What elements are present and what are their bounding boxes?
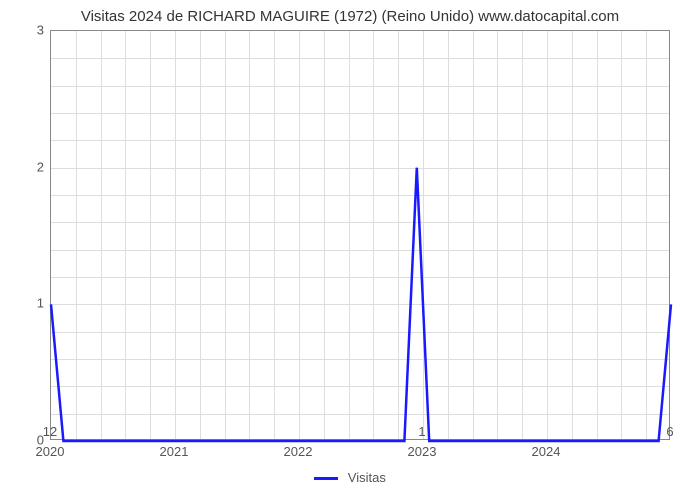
plot-area xyxy=(50,30,670,440)
x-tick-label: 2022 xyxy=(284,444,313,459)
y-tick-label: 2 xyxy=(4,159,44,174)
x-tick-label: 2023 xyxy=(408,444,437,459)
x-tick-label: 2020 xyxy=(36,444,65,459)
chart-container: Visitas 2024 de RICHARD MAGUIRE (1972) (… xyxy=(0,0,700,500)
data-annotation: 12 xyxy=(43,424,57,439)
y-tick-label: 1 xyxy=(4,296,44,311)
data-annotation: 1 xyxy=(418,424,425,439)
legend: Visitas xyxy=(0,470,700,485)
x-tick-label: 2021 xyxy=(160,444,189,459)
legend-label: Visitas xyxy=(348,470,386,485)
x-tick-label: 2024 xyxy=(532,444,561,459)
legend-swatch xyxy=(314,477,338,480)
data-annotation: 6 xyxy=(666,424,673,439)
line-series xyxy=(51,31,669,439)
chart-title: Visitas 2024 de RICHARD MAGUIRE (1972) (… xyxy=(0,8,700,25)
y-tick-label: 3 xyxy=(4,23,44,38)
